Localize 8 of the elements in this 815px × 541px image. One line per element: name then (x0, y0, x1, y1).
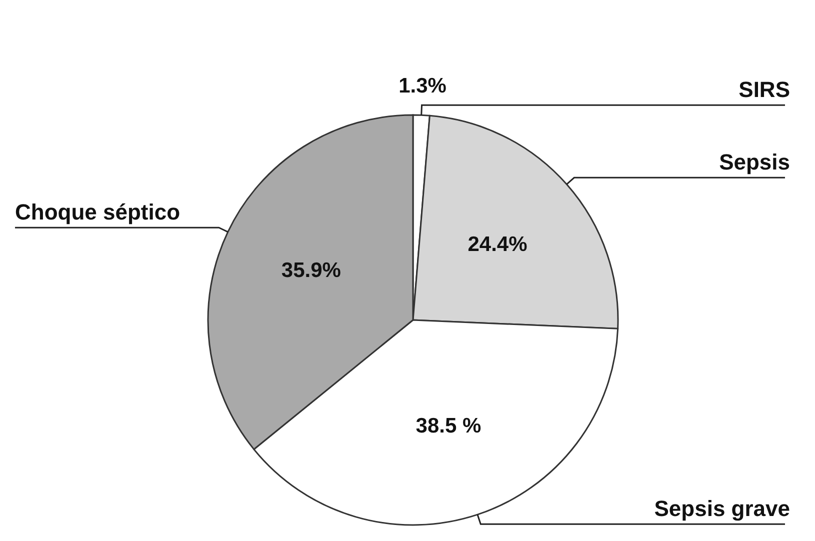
slice-label: Choque séptico (15, 200, 180, 225)
data-label: 24.4% (468, 232, 528, 256)
slice-label: Sepsis grave (654, 496, 790, 522)
data-label: 1.3% (398, 74, 447, 98)
slice-label: SIRS (738, 77, 790, 102)
data-label: 35.9% (281, 259, 342, 282)
slice-label: Sepsis (719, 150, 790, 175)
data-label: 38.5 % (416, 414, 482, 438)
